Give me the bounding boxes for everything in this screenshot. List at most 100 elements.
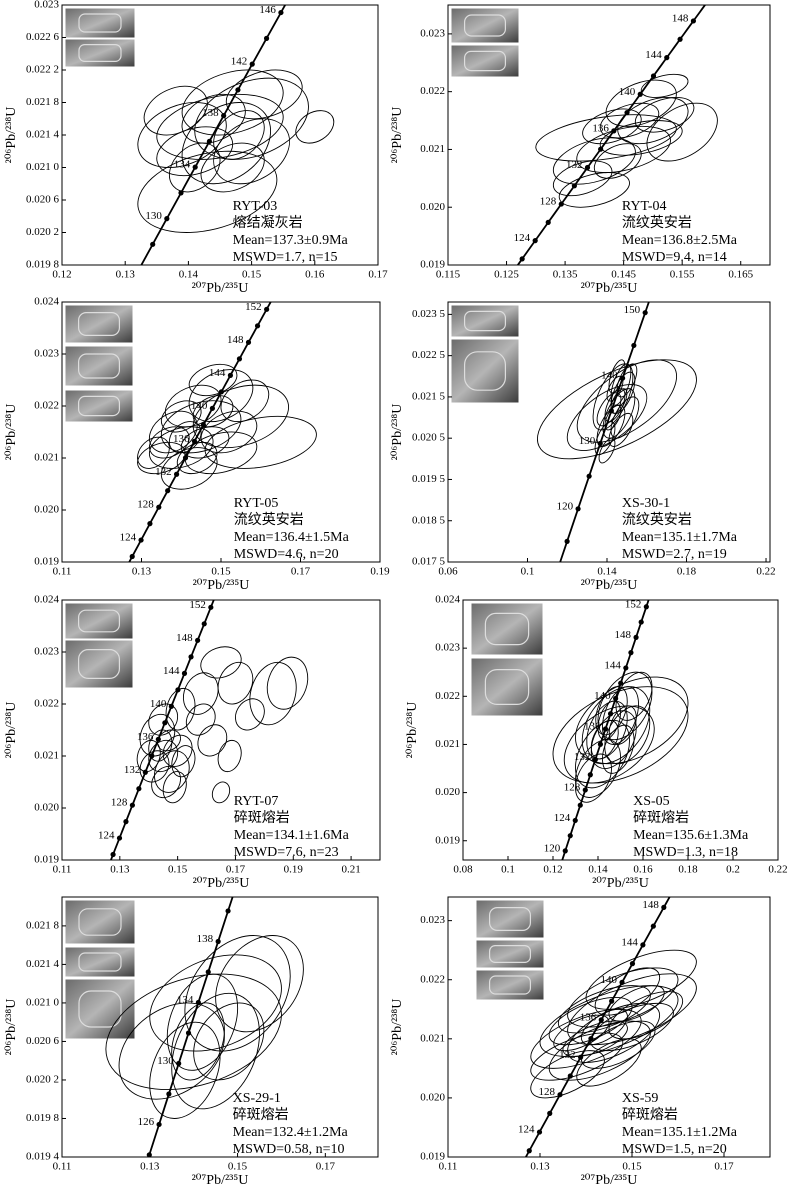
age-label: 140 (601, 370, 618, 382)
zircon-photo (64, 345, 134, 387)
y-tick-label: 0.019 (34, 854, 59, 866)
age-dot (571, 183, 577, 189)
y-tick-label: 0.020 6 (26, 1035, 60, 1047)
age-dot (192, 164, 198, 170)
age-dot (195, 637, 201, 643)
panel: 124 128 132 136 140 144 148 0.115 0.125 0.135 0.14… (390, 4, 771, 296)
plot-frame (462, 599, 779, 861)
x-tick-label: 0.15 (228, 1161, 248, 1173)
x-tick-label: 0.125 (494, 269, 519, 281)
error-ellipse (590, 1002, 674, 1052)
age-label: 150 (624, 304, 641, 316)
zircon-grain (484, 668, 530, 705)
error-ellipse (580, 1020, 656, 1069)
age-dot (598, 146, 604, 152)
error-ellipse (165, 687, 196, 731)
concordia-curve (128, 302, 272, 562)
age-dot (205, 969, 211, 975)
age-label: 132 (559, 1049, 576, 1061)
sample-name: RYT-03 (233, 199, 278, 214)
age-label: 128 (539, 1086, 556, 1098)
rock-type: 熔结凝灰岩 (233, 215, 303, 231)
annotation: Mean=136.4±1.5Ma (234, 530, 350, 545)
error-ellipse (558, 172, 630, 208)
age-label: 140 (191, 400, 208, 412)
age-label: 152 (189, 599, 206, 611)
zircon-photo (64, 7, 136, 39)
error-ellipse (204, 415, 317, 469)
y-tick-label: 0.022 (34, 698, 59, 710)
plot-frame (447, 301, 771, 563)
error-ellipse (593, 143, 642, 179)
panel: 120 124 128 132 136 140 144 148 152 0.08 0.1 0.12 0.… (405, 594, 787, 892)
y-tick-label: 0.021 0 (26, 161, 60, 173)
age-label: 140 (619, 86, 636, 98)
age-dot (578, 1054, 584, 1060)
age-dot (185, 1030, 192, 1036)
age-label: 136 (584, 721, 601, 733)
y-tick-label: 0.022 5 (412, 349, 446, 361)
annotation: MSWD=1.5, n=20 (622, 1142, 727, 1157)
plot-area (450, 302, 697, 562)
error-ellipse (599, 102, 660, 139)
age-dot (609, 998, 615, 1004)
age-dot (611, 128, 617, 134)
age-label: 140 (601, 974, 618, 986)
annotation: Mean=134.1±1.6Ma (234, 828, 350, 843)
plot-frame (447, 896, 771, 1158)
age-dot (138, 537, 144, 543)
y-tick-label: 0.020 2 (26, 226, 59, 238)
error-ellipse (617, 96, 689, 145)
annotation: MSWD=9.4, n=14 (622, 250, 727, 265)
error-ellipse (192, 395, 234, 428)
age-dot (123, 819, 129, 825)
error-ellipse (220, 379, 270, 423)
rock-type: 碎斑熔岩 (622, 1107, 678, 1123)
y-tick-label: 0.021 (420, 1032, 445, 1044)
age-label: 134 (174, 159, 191, 171)
age-dot (643, 604, 649, 610)
age-dot (156, 1121, 162, 1128)
x-tick-label: 0.11 (53, 1161, 72, 1173)
age-dot (619, 979, 625, 985)
age-label: 152 (245, 301, 262, 313)
x-tick-label: 0.14 (597, 566, 617, 578)
age-dot (572, 817, 578, 824)
zircon-photo (475, 939, 545, 969)
x-tick-label: 0.18 (678, 864, 698, 876)
age-label: 148 (227, 334, 244, 346)
x-tick-label: 0.13 (116, 269, 136, 281)
plot-area (450, 5, 718, 265)
zircon-photo (64, 946, 136, 978)
y-axis-title: ²⁰⁶Pb/²³⁸U (4, 702, 19, 759)
age-dot (547, 1110, 553, 1116)
error-ellipse (148, 729, 173, 762)
x-tick-label: 0.14 (179, 269, 199, 281)
y-axis-title: ²⁰⁶Pb/²³⁸U (4, 999, 19, 1056)
error-ellipse (608, 412, 634, 447)
x-tick-label: 0.13 (140, 1161, 160, 1173)
error-ellipse (596, 392, 622, 427)
age-dot (206, 138, 213, 145)
age-dot (592, 756, 598, 763)
x-tick-label: 0.15 (211, 566, 231, 578)
error-ellipse (249, 661, 297, 726)
age-label: 136 (173, 433, 190, 445)
y-tick-label: 0.023 (34, 0, 59, 11)
age-label: 124 (120, 532, 137, 544)
x-tick-label: 0.12 (543, 864, 562, 876)
annotation: Mean=132.4±1.2Ma (233, 1125, 349, 1140)
age-dot (519, 256, 525, 262)
x-axis-title: ²⁰⁷Pb/²³⁵U (193, 578, 250, 593)
y-tick-label: 0.022 (420, 973, 445, 985)
error-ellipse (590, 710, 637, 769)
zircon-grain (78, 990, 122, 1028)
age-dot (225, 908, 231, 914)
y-tick-label: 0.023 (420, 914, 445, 926)
x-tick-label: 0.155 (670, 269, 695, 281)
error-ellipse (149, 426, 214, 469)
age-label: 144 (645, 49, 662, 61)
zircon-photo (450, 338, 520, 404)
y-tick-label: 0.021 0 (26, 996, 60, 1008)
zircon-grain (77, 609, 120, 633)
